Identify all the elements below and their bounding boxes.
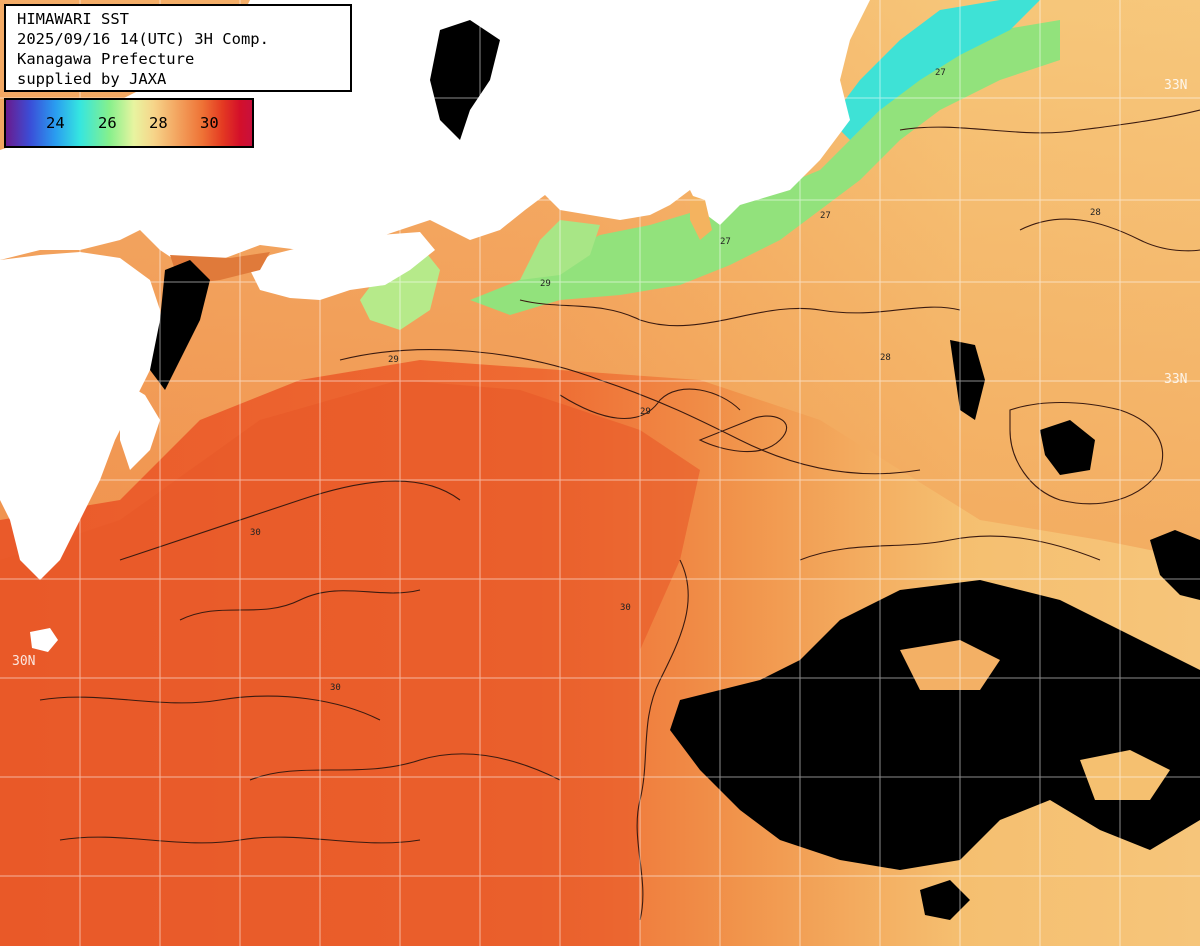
product-datetime: 2025/09/16 14(UTC) 3H Comp.	[17, 30, 269, 48]
product-source: supplied by JAXA	[17, 70, 167, 88]
contour-label: 28	[1090, 208, 1101, 218]
legend-tick: 30	[200, 114, 219, 132]
cloud-east-small	[950, 340, 985, 420]
land-kyushu	[0, 252, 165, 580]
contour-label: 29	[540, 279, 551, 289]
product-title: HIMAWARI SST	[17, 10, 129, 28]
contour-lines	[39, 109, 1200, 921]
cloud-south-bits	[920, 880, 970, 920]
cloud-tokyo-bay	[430, 20, 500, 140]
cloud-west-honshu	[150, 260, 210, 390]
contour-label: 27	[935, 68, 946, 78]
sea-warm-core	[0, 380, 700, 946]
contour-label: 29	[388, 355, 399, 365]
contour-label: 27	[720, 237, 731, 247]
latitude-label: 30N	[12, 654, 36, 669]
legend-tick: 28	[149, 114, 168, 132]
product-provider: Kanagawa Prefecture	[17, 50, 195, 68]
land-shikoku	[250, 232, 435, 300]
latitude-label: 33N	[1164, 372, 1188, 387]
contour-label: 27	[820, 211, 831, 221]
contour-label: 30	[330, 683, 341, 693]
land-islet-tanega	[15, 374, 38, 396]
contour-label: 29	[640, 407, 651, 417]
latitude-label: 33N	[1164, 78, 1188, 93]
warm-patch-2	[1080, 750, 1170, 800]
legend-tick: 26	[98, 114, 117, 132]
cloud-southeast-2	[980, 680, 1160, 770]
cloud-east-blob	[1040, 420, 1095, 475]
legend-tick: 24	[46, 114, 65, 132]
color-scale-legend: 24 26 28 30	[4, 98, 254, 148]
cloud-southeast-large	[670, 580, 1200, 870]
map-info-box: HIMAWARI SST 2025/09/16 14(UTC) 3H Comp.…	[4, 4, 352, 92]
contour-label: 28	[880, 353, 891, 363]
ise-bay	[690, 195, 712, 240]
land-small-island	[30, 628, 58, 652]
contour-label: 30	[250, 528, 261, 538]
land-kyushu-south	[120, 380, 160, 470]
cloud-right-edge	[1150, 530, 1200, 600]
coastal-cyan-band	[830, 0, 1040, 140]
coastal-cool-band	[470, 20, 1060, 315]
contour-label: 30	[620, 603, 631, 613]
